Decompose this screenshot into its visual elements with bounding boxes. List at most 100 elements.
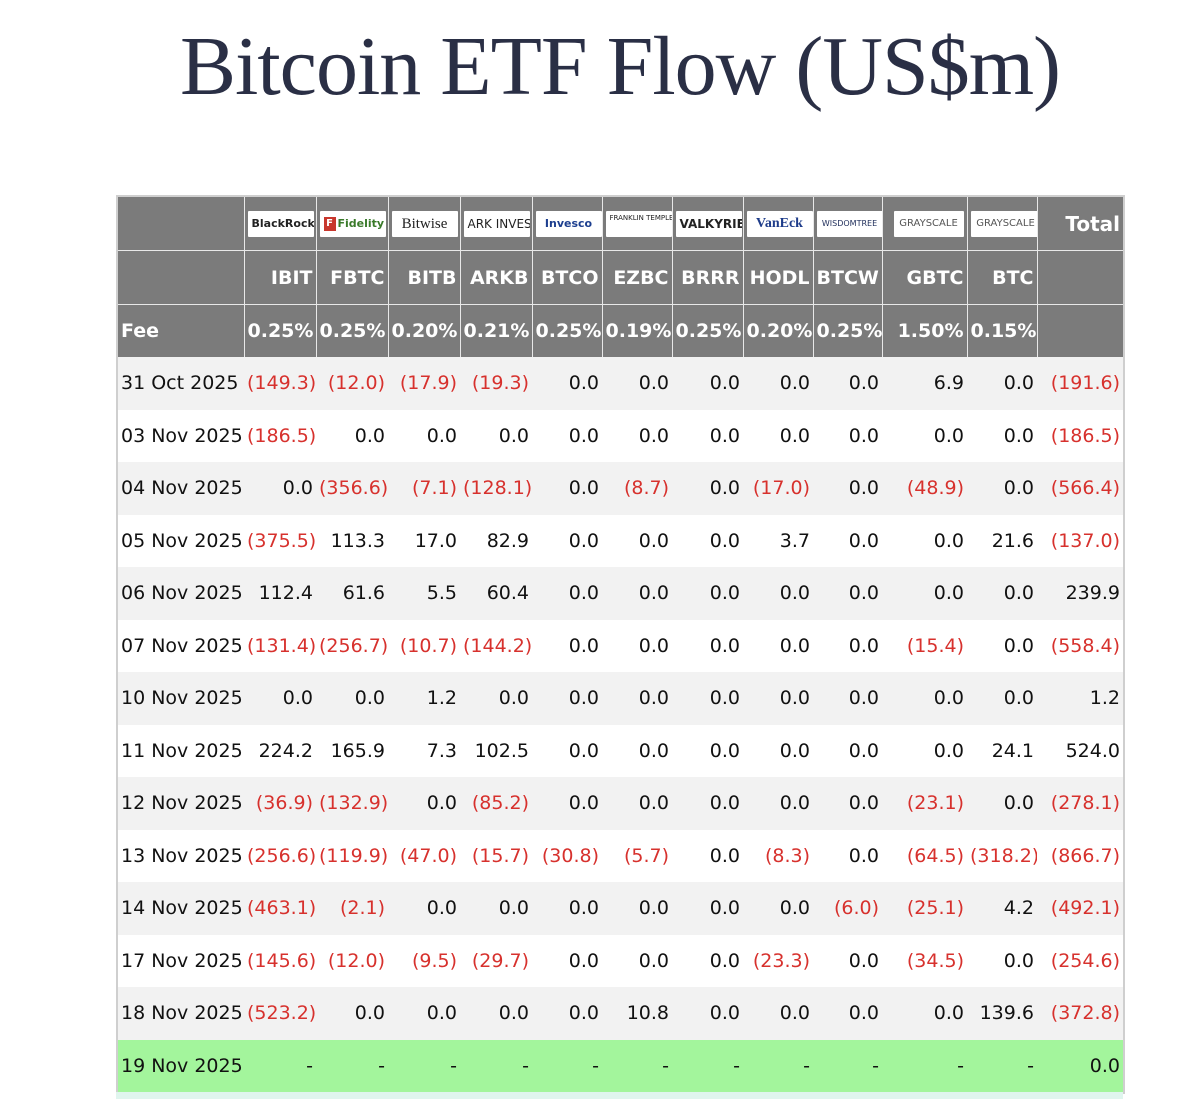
- flow-cell: 0.0: [316, 987, 388, 1040]
- franklin-logo: FRANKLIN TEMPLETON: [605, 210, 671, 237]
- ticker: BITB: [388, 250, 461, 305]
- flow-cell: 0.0: [743, 672, 813, 725]
- flow-cell: (318.2): [967, 829, 1037, 882]
- flow-cell: 0.0: [813, 987, 882, 1040]
- flow-cell: 0.0: [460, 409, 532, 462]
- row-total: (492.1): [1037, 882, 1124, 935]
- fee: 0.15%: [967, 304, 1038, 357]
- flow-cell: 0.0: [967, 409, 1037, 462]
- flow-cell: (17.0): [743, 462, 813, 515]
- ticker: FBTC: [316, 250, 389, 305]
- flow-cell: 61.6: [316, 567, 388, 620]
- flow-cell: 0.0: [672, 934, 743, 987]
- fidelity-f-icon: F: [323, 216, 336, 231]
- ticker: GBTC: [882, 250, 968, 305]
- row-date: 12 Nov 2025: [117, 777, 244, 830]
- flow-cell: 0.0: [882, 567, 967, 620]
- flow-cell: 0.0: [672, 987, 743, 1040]
- fee-label: Fee: [117, 304, 245, 357]
- row-total: 1.2: [1037, 672, 1124, 725]
- row-total: (254.6): [1037, 934, 1124, 987]
- flow-cell: (375.5): [244, 514, 316, 567]
- flow-cell: 0.0: [743, 619, 813, 672]
- flow-cell: 0.0: [460, 672, 532, 725]
- table-row: 12 Nov 2025 (36.9) (132.9) 0.0 (85.2) 0.0 0.0 0…: [117, 777, 1124, 830]
- row-total: (866.7): [1037, 829, 1124, 882]
- flow-cell: (256.6): [244, 829, 316, 882]
- row-total: (186.5): [1037, 409, 1124, 462]
- ark-logo: ARK INVEST: [463, 210, 530, 237]
- flow-cell: -: [316, 1039, 388, 1093]
- flow-cell: 0.0: [813, 357, 882, 410]
- table-row: 13 Nov 2025 (256.6) (119.9) (47.0) (15.7) (30…: [117, 829, 1124, 882]
- row-date: 14 Nov 2025: [117, 882, 244, 935]
- flow-cell: 0.0: [388, 409, 460, 462]
- table-row: 06 Nov 2025 112.4 61.6 5.5 60.4 0.0 0.0 0.0 0.0 0…: [117, 567, 1124, 620]
- row-date: 06 Nov 2025: [117, 567, 244, 620]
- corner-cell: [117, 196, 245, 251]
- row-total: (278.1): [1037, 777, 1124, 830]
- flow-cell: 0.0: [743, 567, 813, 620]
- flow-cell: 0.0: [672, 724, 743, 777]
- row-date: 04 Nov 2025: [117, 462, 244, 515]
- table-row: 07 Nov 2025 (131.4) (256.7) (10.7) (144.2) 0.…: [117, 619, 1124, 672]
- table-row: 11 Nov 2025 224.2 165.9 7.3 102.5 0.0 0.0 0.0 0.…: [117, 724, 1124, 777]
- flow-cell: 82.9: [460, 514, 532, 567]
- fee: 0.20%: [743, 304, 814, 357]
- flow-cell: 0.0: [813, 567, 882, 620]
- ticker: BRRR: [672, 250, 744, 305]
- table-row: 17 Nov 2025 (145.6) (12.0) (9.5) (29.7) 0.0 0.…: [117, 934, 1124, 987]
- flow-cell: 0.0: [743, 882, 813, 935]
- flow-cell: 0.0: [813, 462, 882, 515]
- flow-cell: 0.0: [602, 934, 672, 987]
- flow-cell: 0.0: [532, 514, 602, 567]
- flow-cell: 0.0: [813, 724, 882, 777]
- flow-cell: (64.5): [882, 829, 967, 882]
- flow-cell: 0.0: [388, 777, 460, 830]
- table-row: 10 Nov 2025 0.0 0.0 1.2 0.0 0.0 0.0 0.0 0.0 0.0 0.…: [117, 672, 1124, 725]
- flow-cell: 4.2: [967, 882, 1037, 935]
- flow-cell: (523.2): [244, 987, 316, 1040]
- fidelity-logo: F Fidelity: [319, 210, 386, 237]
- flow-cell: 0.0: [532, 672, 602, 725]
- next-row-strip: [116, 1092, 1123, 1099]
- valkyrie-logo: VALKYRIE: [675, 210, 742, 237]
- flow-cell: 7.3: [388, 724, 460, 777]
- flow-cell: 0.0: [882, 672, 967, 725]
- flow-cell: 0.0: [602, 514, 672, 567]
- row-date: 10 Nov 2025: [117, 672, 244, 725]
- ticker: HODL: [743, 250, 814, 305]
- flow-cell: 0.0: [882, 409, 967, 462]
- flow-cell: 0.0: [672, 462, 743, 515]
- flow-cell: 0.0: [672, 357, 743, 410]
- flow-cell: 0.0: [967, 672, 1037, 725]
- fee: 0.25%: [532, 304, 603, 357]
- flow-cell: (30.8): [532, 829, 602, 882]
- ticker: BTC: [967, 250, 1038, 305]
- flow-cell: 17.0: [388, 514, 460, 567]
- flow-cell: (10.7): [388, 619, 460, 672]
- flow-cell: 102.5: [460, 724, 532, 777]
- flow-cell: 0.0: [813, 619, 882, 672]
- flow-cell: 0.0: [532, 777, 602, 830]
- flow-cell: (15.7): [460, 829, 532, 882]
- flow-cell: (5.7): [602, 829, 672, 882]
- flow-cell: -: [882, 1039, 967, 1093]
- flow-cell: 0.0: [316, 672, 388, 725]
- flow-cell: (7.1): [388, 462, 460, 515]
- flow-cell: (186.5): [244, 409, 316, 462]
- table-row: 04 Nov 2025 0.0 (356.6) (7.1) (128.1) 0.0 (8.7…: [117, 462, 1124, 515]
- flow-cell: 0.0: [813, 777, 882, 830]
- flow-cell: 0.0: [244, 672, 316, 725]
- flow-cell: (149.3): [244, 357, 316, 410]
- fee: 0.25%: [672, 304, 744, 357]
- flow-cell: (144.2): [460, 619, 532, 672]
- flow-cell: 224.2: [244, 724, 316, 777]
- flow-cell: 0.0: [813, 409, 882, 462]
- flow-cell: 0.0: [967, 357, 1037, 410]
- flow-cell: (131.4): [244, 619, 316, 672]
- flow-cell: 0.0: [813, 829, 882, 882]
- flow-cell: (47.0): [388, 829, 460, 882]
- flow-cell: (145.6): [244, 934, 316, 987]
